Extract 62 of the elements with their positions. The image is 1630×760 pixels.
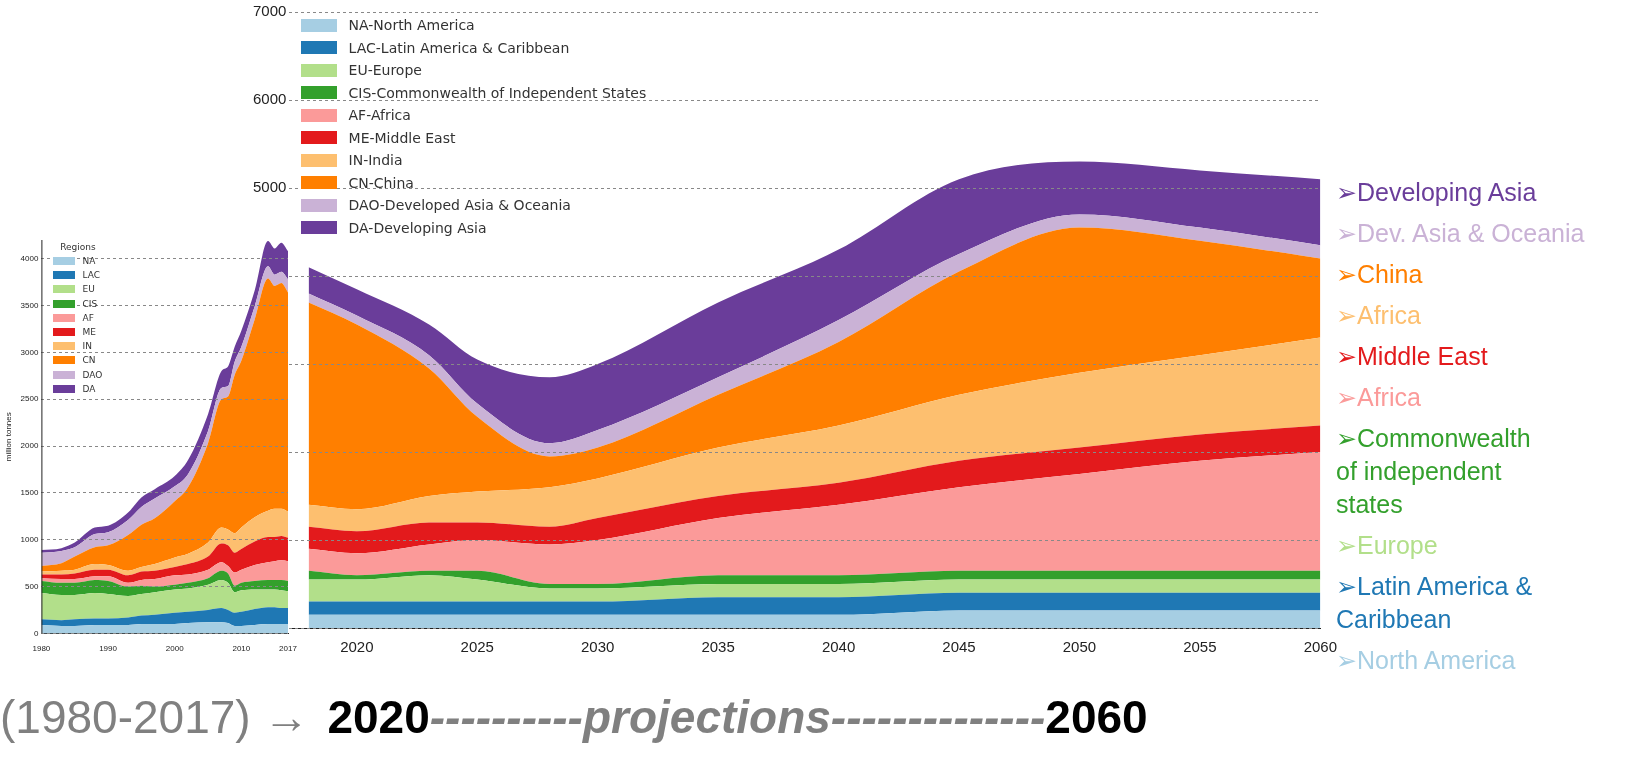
legend-label: DAO-Developed Asia & Oceania (348, 197, 571, 214)
legend-label: EU (82, 284, 95, 295)
y-tick-label: 1500 (20, 488, 39, 498)
y-tick-label: 500 (25, 581, 39, 591)
y-tick-label: 6000 (252, 90, 287, 108)
text: ➢Africa (1336, 382, 1422, 413)
text: 2020 (327, 691, 430, 743)
legend-label: CN-China (348, 174, 414, 191)
legend-label: LAC-Latin America & Caribbean (348, 39, 570, 56)
x-tick-label: 2040 (821, 638, 856, 656)
y-tick-label: 4000 (20, 253, 39, 263)
text: ➢China (1336, 259, 1424, 290)
y-tick-label: 3500 (20, 300, 39, 310)
y-axis-title: million tonnes (4, 412, 13, 462)
legend-label: DA-Developing Asia (348, 219, 487, 236)
y-tick-label: 3000 (20, 347, 39, 357)
y-tick-label: 2000 (20, 441, 39, 451)
legend-label: IN (82, 341, 92, 352)
x-tick-label: 2030 (581, 638, 615, 656)
text: ➢North America (1336, 646, 1517, 676)
legend-label: CIS-Commonwealth of Independent States (348, 84, 647, 101)
y-tick-label: 7000 (252, 2, 287, 20)
legend-label: LAC (82, 270, 101, 281)
x-tick-label: 2050 (1062, 638, 1097, 656)
text: ➢Europe (1336, 530, 1439, 561)
x-tick-label: 1990 (99, 644, 118, 654)
legend-label: AF (82, 312, 94, 323)
x-tick-label: 2035 (701, 638, 735, 656)
legend-label: NA-North America (348, 17, 475, 34)
x-tick-label: 1980 (32, 644, 51, 654)
legend-label: DA (82, 383, 96, 394)
legend-label: EU-Europe (348, 62, 422, 79)
legend-label: CN (82, 355, 96, 366)
text: ➢Developing Asia (1336, 177, 1538, 208)
x-tick-label: 2025 (460, 638, 494, 656)
text: (1980-2017) → (0, 691, 311, 743)
text: ➢Middle East (1336, 341, 1489, 372)
legend-label: ME (82, 327, 97, 338)
y-tick-label: 2500 (20, 394, 39, 404)
legend-label: CIS (82, 298, 98, 309)
x-tick-label: 2045 (942, 638, 976, 656)
legend-label: IN-India (348, 152, 403, 169)
x-tick-label: 2060 (1303, 638, 1337, 656)
legend-label: ME-Middle East (348, 129, 456, 146)
text: 2060 (1045, 691, 1148, 743)
legend-title: Regions (59, 242, 97, 252)
x-tick-label: 2055 (1183, 638, 1217, 656)
x-tick-label: 2000 (165, 644, 185, 654)
x-tick-label: 2010 (232, 644, 251, 654)
text: ➢Africa (1336, 300, 1422, 331)
text: ➢Commonwealth of independent states (1336, 423, 1532, 520)
text: ----------projections-------------- (429, 691, 1046, 743)
y-tick-label: 5000 (252, 178, 287, 196)
y-tick-label: 0 (33, 628, 39, 638)
x-tick-label: 2020 (340, 638, 374, 656)
legend-label: NA (82, 256, 96, 267)
text: ➢Latin America & Caribbean (1336, 571, 1534, 635)
text: ➢Dev. Asia & Oceania (1336, 218, 1585, 249)
legend-label: DAO (82, 369, 103, 380)
y-tick-label: 1000 (20, 534, 39, 544)
x-tick-label: 2017 (279, 644, 298, 654)
legend-label: AF-Africa (348, 107, 411, 124)
